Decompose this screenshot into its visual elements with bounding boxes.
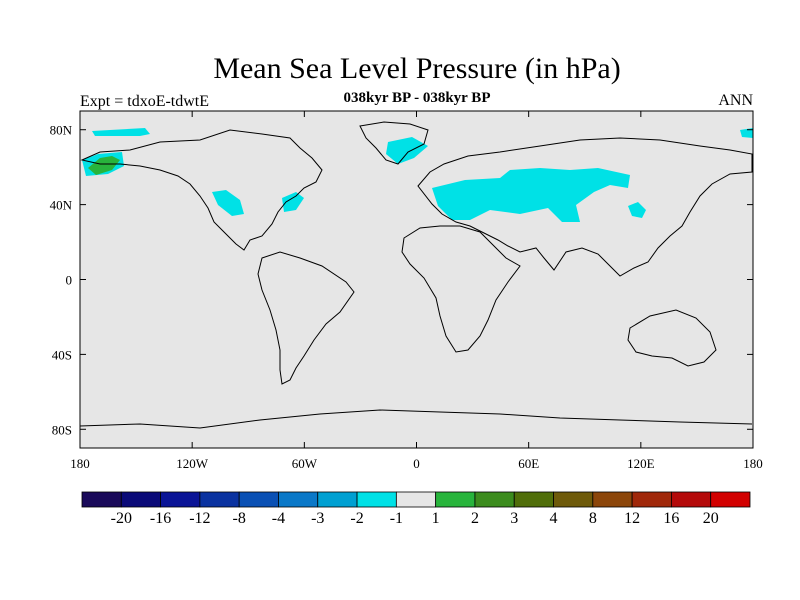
colorbar-label: -4 xyxy=(272,510,285,527)
anomaly-west-us xyxy=(212,190,244,216)
colorbar-label: 20 xyxy=(703,510,719,527)
anomaly-arctic-east xyxy=(740,128,753,138)
anomaly-greenland xyxy=(386,137,428,164)
y-tick-label: 40N xyxy=(50,198,73,213)
colorbar-label: 8 xyxy=(589,510,597,527)
coast-eurasia xyxy=(417,137,753,277)
colorbar-swatch xyxy=(238,491,279,508)
colorbar-swatch xyxy=(395,491,437,508)
x-tick-label: 180 xyxy=(743,456,763,471)
colorbar-label: -16 xyxy=(150,510,171,527)
coast-antarctica xyxy=(79,409,753,429)
anomaly-shading xyxy=(82,128,753,222)
y-tick-label: 80N xyxy=(50,123,73,138)
colorbar-label: -3 xyxy=(311,510,324,527)
anomaly-eurasia xyxy=(432,168,630,222)
coast-south-america xyxy=(257,251,355,385)
x-tick-label: 120E xyxy=(627,456,655,471)
x-tick-label: 0 xyxy=(413,456,420,471)
anomaly-east-us xyxy=(282,192,304,212)
colorbar-swatch xyxy=(592,491,633,508)
colorbar-label: -1 xyxy=(390,510,403,527)
season-label: ANN xyxy=(718,92,753,109)
colorbar-swatch xyxy=(553,491,594,508)
colorbar-swatch xyxy=(160,491,201,508)
colorbar-swatch xyxy=(710,491,751,508)
coast-africa xyxy=(401,225,521,353)
x-tick-label: 180 xyxy=(70,456,90,471)
colorbar-swatch xyxy=(356,491,397,508)
colorbar-label: 3 xyxy=(510,510,518,527)
map-background xyxy=(80,111,753,448)
colorbar-label: -20 xyxy=(111,510,132,527)
y-tick-label: 40S xyxy=(52,347,72,362)
colorbar-label: 16 xyxy=(663,510,679,527)
coastlines xyxy=(79,121,753,429)
y-tick-label: 80S xyxy=(52,422,72,437)
experiment-label: Expt = tdxoE-tdwtE xyxy=(80,93,210,110)
y-tick-label: 0 xyxy=(66,273,73,288)
x-tick-label: 120W xyxy=(176,456,209,471)
anomaly-arctic-west xyxy=(92,128,150,136)
colorbar-label: 12 xyxy=(624,510,640,527)
anomaly-alaska-positive xyxy=(88,156,120,175)
colorbar-swatch xyxy=(199,491,240,508)
colorbar-swatch xyxy=(631,491,672,508)
plot-subtitle: 038kyr BP - 038kyr BP xyxy=(343,90,491,106)
colorbar: -20 -16 -12 -8 -4 -3 -2 -1 1 2 3 4 8 12 16 20 xyxy=(81,491,751,527)
anomaly-east-asia xyxy=(628,202,646,218)
colorbar-swatch xyxy=(513,491,554,508)
colorbar-swatch xyxy=(474,491,515,508)
coast-greenland xyxy=(359,121,429,165)
colorbar-swatch xyxy=(671,491,712,508)
colorbar-label: -2 xyxy=(350,510,363,527)
colorbar-label: -12 xyxy=(189,510,210,527)
colorbar-swatch xyxy=(278,491,319,508)
map-axes: 180 120W 60W 0 60E 120E 180 80N 40N 0 40S 80S xyxy=(50,111,763,471)
colorbar-swatch xyxy=(317,491,358,508)
colorbar-label: -8 xyxy=(233,510,246,527)
colorbar-label: 4 xyxy=(550,510,558,527)
x-tick-label: 60E xyxy=(518,456,539,471)
coast-north-america xyxy=(80,129,323,251)
plot-title: Mean Sea Level Pressure (in hPa) xyxy=(213,52,621,85)
coast-australia xyxy=(627,309,717,367)
colorbar-label: 2 xyxy=(471,510,479,527)
x-tick-label: 60W xyxy=(292,456,318,471)
colorbar-label: 1 xyxy=(432,510,440,527)
colorbar-swatch xyxy=(435,491,476,508)
colorbar-swatch xyxy=(120,491,161,508)
colorbar-swatch xyxy=(81,491,122,508)
